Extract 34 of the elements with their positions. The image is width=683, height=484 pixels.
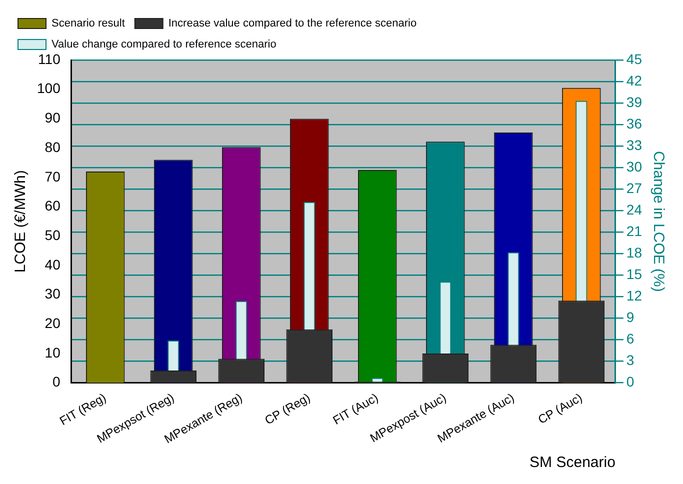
y-tick-label: 10 xyxy=(44,344,61,360)
y-tick-label: 20 xyxy=(44,315,61,332)
y-tick-label: 50 xyxy=(44,226,61,243)
y2-tick-label: 39 xyxy=(626,94,642,110)
y2-tick-label: 3 xyxy=(626,352,634,368)
y2-tick-label: 0 xyxy=(626,374,634,390)
y2-tick-label: 15 xyxy=(626,266,642,282)
y2-tick-label: 30 xyxy=(626,158,642,174)
y2-tick-label: 21 xyxy=(626,223,642,240)
y-tick-label: 0 xyxy=(52,374,61,390)
y-tick-label: 110 xyxy=(38,50,61,67)
y2-axis-title: Change in LCOE (%) xyxy=(650,150,667,292)
y-tick-label: 60 xyxy=(44,198,61,214)
y-axis-title: LCOE (€/MWh) xyxy=(12,170,30,273)
y2-tick-label: 27 xyxy=(626,180,642,196)
y-tick-label: 90 xyxy=(44,110,61,126)
y-tick-label: 100 xyxy=(37,80,61,96)
y-tick-label: 30 xyxy=(44,286,61,302)
x-axis-title: SM Scenario xyxy=(530,454,616,472)
y-tick-label: 70 xyxy=(44,168,61,184)
y-tick-label: 40 xyxy=(44,256,61,272)
legend-label: Scenario result xyxy=(52,18,125,30)
y2-tick-label: 18 xyxy=(626,244,642,261)
y2-tick-label: 24 xyxy=(626,202,642,218)
y-tick-label: 80 xyxy=(44,138,61,155)
y2-tick-label: 36 xyxy=(626,115,642,132)
y2-tick-label: 6 xyxy=(626,330,634,347)
y2-tick-label: 12 xyxy=(626,288,642,304)
y2-tick-label: 9 xyxy=(626,309,634,326)
legend-label: Increase value compared to the reference scenario xyxy=(168,18,417,30)
y2-tick-label: 33 xyxy=(626,136,642,153)
y2-tick-label: 42 xyxy=(626,72,642,88)
legend-label: Value change compared to reference scenario xyxy=(52,38,276,51)
y2-tick-label: 45 xyxy=(626,50,642,67)
